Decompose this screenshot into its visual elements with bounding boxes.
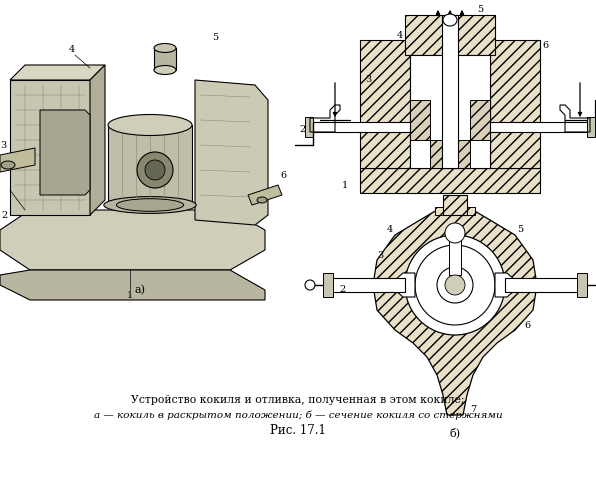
Circle shape	[445, 223, 465, 243]
Bar	[305, 117, 313, 137]
Polygon shape	[395, 273, 415, 297]
Text: 5: 5	[212, 34, 218, 42]
Ellipse shape	[154, 44, 176, 52]
Bar	[577, 273, 587, 297]
Ellipse shape	[116, 198, 184, 211]
Bar	[490, 40, 540, 168]
Text: 5: 5	[477, 6, 483, 15]
Text: 4: 4	[69, 46, 75, 54]
Bar	[323, 273, 333, 297]
Bar	[360, 40, 410, 168]
Text: 6: 6	[280, 170, 286, 179]
Ellipse shape	[154, 66, 176, 74]
Text: 4: 4	[397, 30, 403, 40]
Ellipse shape	[104, 196, 196, 214]
Bar	[325, 278, 405, 292]
Polygon shape	[373, 207, 537, 415]
Polygon shape	[90, 65, 105, 215]
Text: 2: 2	[299, 126, 305, 134]
Circle shape	[415, 245, 495, 325]
Circle shape	[405, 235, 505, 335]
Ellipse shape	[108, 114, 192, 136]
Polygon shape	[0, 270, 265, 300]
Text: 3: 3	[365, 76, 371, 84]
Circle shape	[137, 152, 173, 188]
Circle shape	[445, 275, 465, 295]
Bar	[310, 122, 410, 132]
Bar	[449, 225, 461, 275]
Polygon shape	[10, 65, 105, 80]
Bar	[435, 207, 475, 215]
Circle shape	[305, 280, 315, 290]
Polygon shape	[10, 80, 90, 215]
Bar	[442, 15, 458, 168]
Polygon shape	[248, 185, 282, 205]
Text: Рис. 17.1: Рис. 17.1	[270, 424, 326, 438]
Text: 3: 3	[0, 140, 6, 149]
Bar	[360, 168, 540, 193]
Bar	[154, 48, 176, 70]
Bar	[410, 100, 430, 140]
Bar	[470, 100, 490, 140]
Bar	[430, 140, 470, 168]
Polygon shape	[195, 80, 268, 225]
Bar	[410, 55, 490, 168]
Text: 4: 4	[387, 226, 393, 234]
Text: Устройство кокиля и отливка, полученная в этом кокиле;: Устройство кокиля и отливка, полученная …	[131, 395, 465, 405]
Ellipse shape	[1, 161, 15, 169]
Text: 2: 2	[2, 210, 8, 220]
Text: 1: 1	[127, 290, 133, 300]
Text: 6: 6	[542, 40, 548, 50]
Ellipse shape	[443, 14, 457, 26]
Text: 2: 2	[340, 286, 346, 294]
Text: а — кокиль в раскрытом положении; б — сечение кокиля со стержнями: а — кокиль в раскрытом положении; б — се…	[94, 410, 502, 420]
Bar	[505, 278, 585, 292]
Bar	[587, 117, 595, 137]
Circle shape	[437, 267, 473, 303]
Text: 7: 7	[470, 406, 476, 414]
Polygon shape	[0, 210, 265, 270]
Text: а): а)	[135, 285, 145, 295]
Polygon shape	[0, 148, 35, 172]
Polygon shape	[495, 273, 515, 297]
Text: 3: 3	[377, 250, 383, 260]
Text: 5: 5	[517, 226, 523, 234]
Bar	[490, 122, 590, 132]
Polygon shape	[40, 110, 90, 195]
Circle shape	[145, 160, 165, 180]
Bar	[443, 195, 467, 215]
Bar	[108, 125, 192, 205]
Bar	[405, 15, 495, 55]
Ellipse shape	[257, 197, 267, 203]
Text: 6: 6	[524, 320, 530, 330]
Text: 1: 1	[342, 180, 348, 190]
Text: б): б)	[449, 428, 461, 438]
